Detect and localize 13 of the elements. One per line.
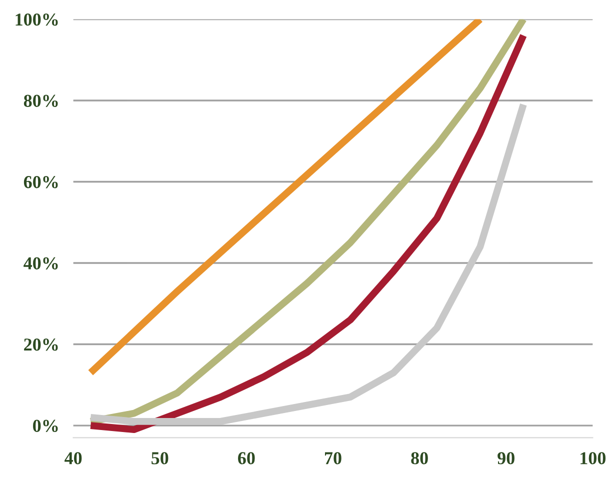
y-tick-label: 100% — [16, 13, 58, 26]
x-tick-label: 70 — [325, 452, 342, 464]
x-tick-label: 60 — [238, 452, 255, 464]
y-tick-label: 40% — [24, 257, 58, 270]
y-tick-label: 20% — [24, 338, 58, 351]
x-tick-label: 100 — [580, 452, 606, 464]
y-tick-label: 80% — [24, 94, 58, 107]
x-tick-label: 80 — [411, 452, 428, 464]
x-tick-label: 40 — [64, 452, 82, 464]
x-tick-label: 90 — [498, 452, 514, 464]
y-tick-label: 0% — [33, 420, 58, 432]
y-tick-label: 60% — [24, 176, 58, 188]
x-tick-label: 50 — [152, 452, 168, 464]
